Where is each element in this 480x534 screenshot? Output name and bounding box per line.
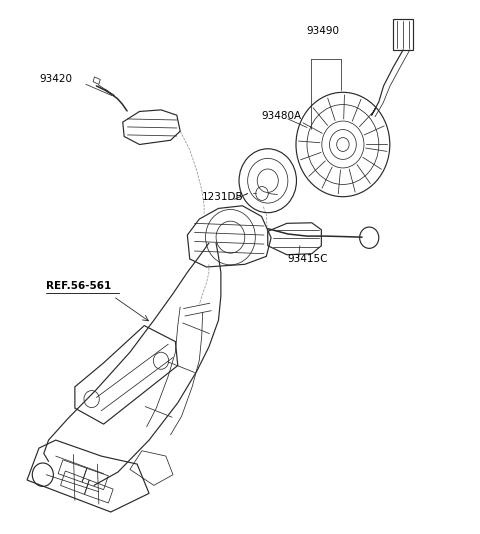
- Text: 93415C: 93415C: [288, 254, 328, 264]
- Text: 93420: 93420: [39, 74, 72, 84]
- Text: 1231DB: 1231DB: [202, 192, 243, 202]
- Text: 93480A: 93480A: [262, 111, 301, 121]
- Text: REF.56-561: REF.56-561: [46, 281, 111, 292]
- Bar: [393, 19, 413, 50]
- Text: 93490: 93490: [306, 26, 339, 36]
